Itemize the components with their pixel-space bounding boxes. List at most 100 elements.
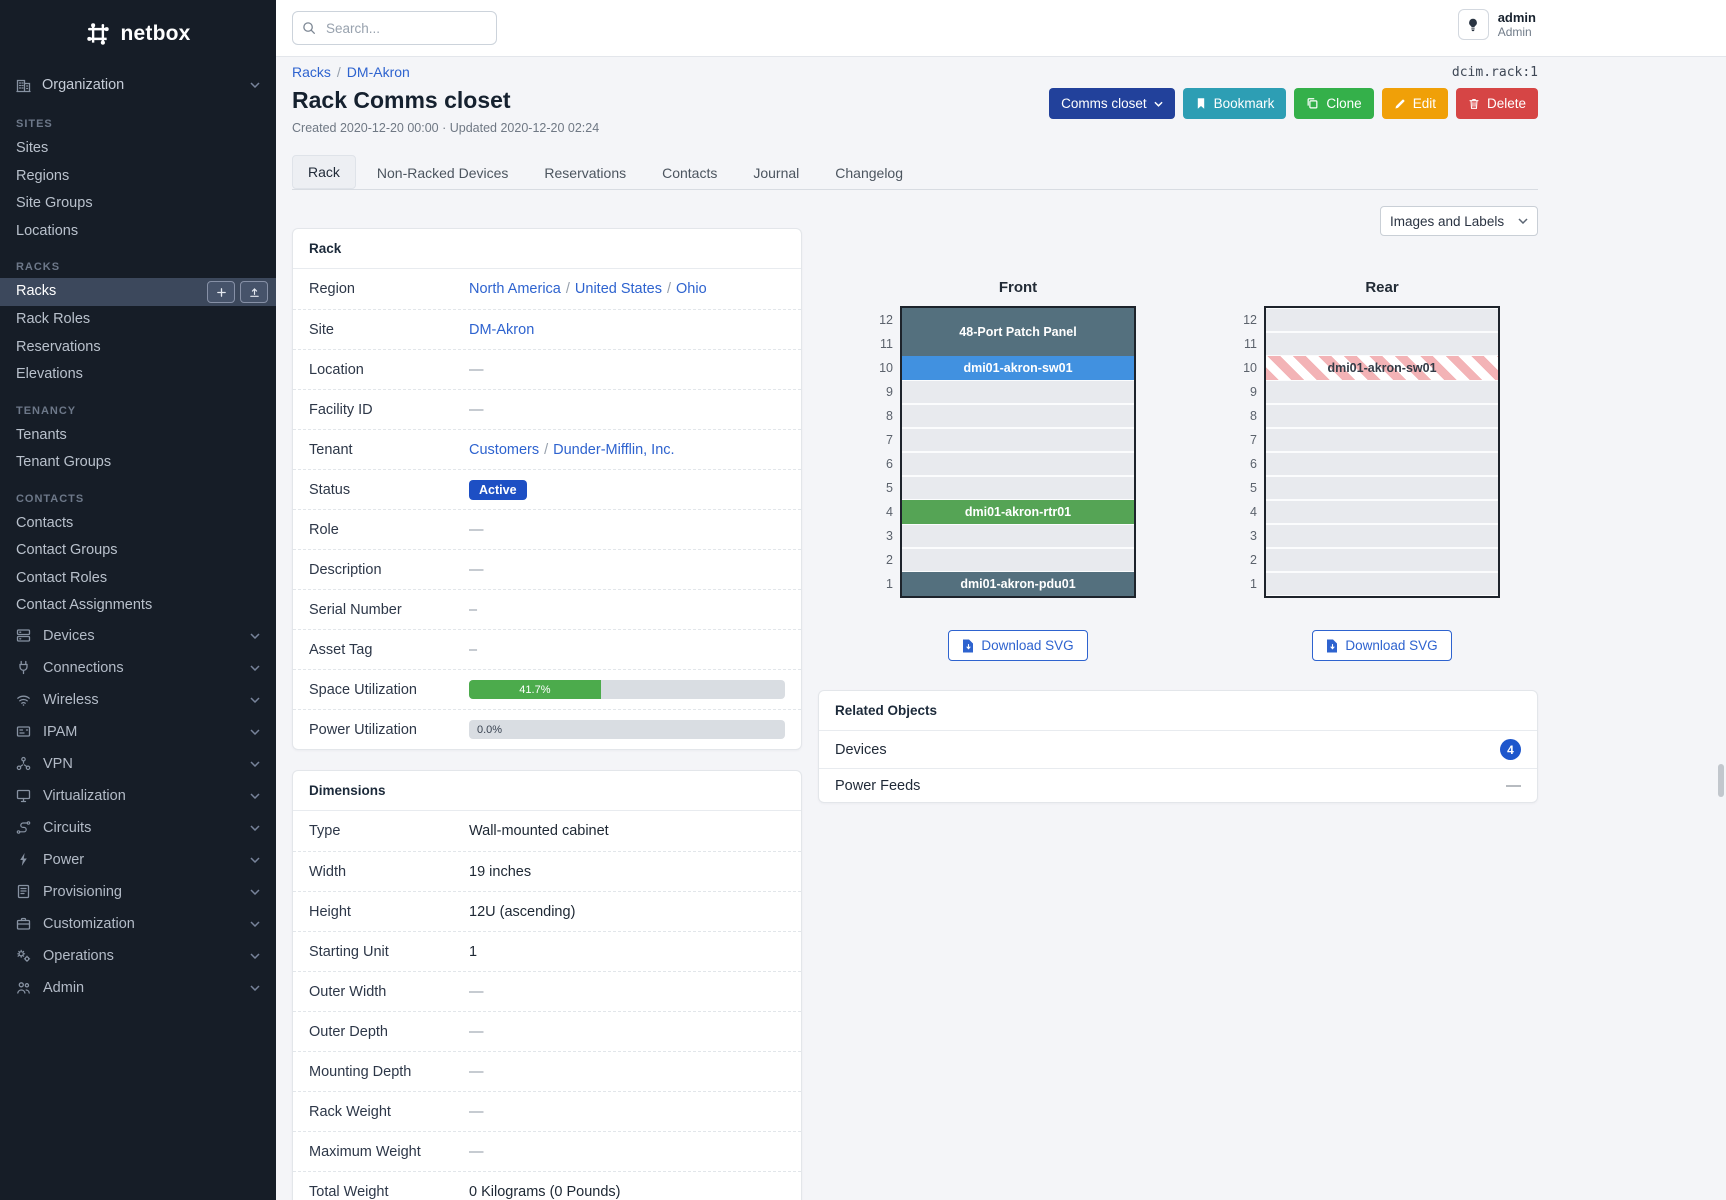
rack-unit-empty[interactable] <box>902 476 1134 500</box>
search-input[interactable] <box>292 11 497 45</box>
download-svg-rear-button[interactable]: Download SVG <box>1312 630 1452 661</box>
sidebar-item-elevations[interactable]: Elevations <box>16 366 83 382</box>
region-link[interactable]: United States <box>574 281 662 297</box>
sidebar-menu-connections[interactable]: Connections <box>0 652 276 684</box>
rack-unit-empty[interactable] <box>1266 548 1498 572</box>
rack-unit-empty[interactable] <box>902 428 1134 452</box>
row-label: Total Weight <box>309 1183 389 1200</box>
tab-journal[interactable]: Journal <box>753 165 800 181</box>
rack-row-region: Region North America / United States / Ohio <box>293 269 801 309</box>
sidebar-item-reservations[interactable]: Reservations <box>16 338 101 355</box>
breadcrumb-separator: / <box>336 64 341 80</box>
chevron-down-icon <box>1154 101 1163 107</box>
site-link[interactable]: DM-Akron <box>469 321 535 338</box>
rack-unit-empty[interactable] <box>1266 308 1498 332</box>
device-pdu[interactable]: dmi01-akron-pdu01 <box>902 572 1134 596</box>
dimensions-panel-title: Dimensions <box>293 771 801 811</box>
user-menu[interactable]: admin Admin <box>1457 9 1536 40</box>
breadcrumb-racks-link[interactable]: Racks <box>292 64 331 80</box>
region-link[interactable]: North America <box>469 281 561 297</box>
sidebar-section-title: SITES <box>16 118 53 130</box>
tab-changelog[interactable]: Changelog <box>835 165 904 181</box>
rack-name-dropdown-button[interactable]: Comms closet <box>1049 88 1175 119</box>
rack-unit-empty[interactable] <box>902 524 1134 548</box>
edit-button[interactable]: Edit <box>1381 88 1448 119</box>
rack-unit-empty[interactable] <box>902 452 1134 476</box>
delete-button[interactable]: Delete <box>1455 88 1538 119</box>
related-row-label: Devices <box>835 741 887 758</box>
device-switch[interactable]: dmi01-akron-sw01 <box>902 356 1134 380</box>
rack-unit-empty[interactable] <box>1266 428 1498 452</box>
sidebar-menu-devices[interactable]: Devices <box>0 620 276 652</box>
sidebar-item-regions[interactable]: Regions <box>16 167 70 184</box>
sidebar-menu-ipam[interactable]: IPAM <box>0 716 276 748</box>
sidebar-menu-wireless[interactable]: Wireless <box>0 684 276 716</box>
lightbulb-icon[interactable] <box>1457 9 1489 40</box>
tab-contacts[interactable]: Contacts <box>662 165 718 181</box>
netbox-logo[interactable]: netbox <box>0 8 276 60</box>
sidebar-item-contact-groups[interactable]: Contact Groups <box>16 542 118 558</box>
rack-row-asset-tag: Asset Tag – <box>293 629 801 669</box>
rack-unit-empty[interactable] <box>1266 380 1498 404</box>
related-devices-row[interactable]: Devices 4 <box>819 731 1537 768</box>
add-button[interactable] <box>207 281 235 303</box>
sidebar-menu-provisioning[interactable]: Provisioning <box>0 876 276 908</box>
clone-button[interactable]: Clone <box>1294 88 1374 119</box>
sidebar-menu-label: VPN <box>43 755 73 772</box>
row-value: — <box>469 561 484 578</box>
dimensions-row-rack-weight: Rack Weight — <box>293 1091 801 1131</box>
device-router[interactable]: dmi01-akron-rtr01 <box>902 500 1134 524</box>
row-label: Site <box>309 321 334 338</box>
rack-unit-empty[interactable] <box>1266 476 1498 500</box>
tab-non-racked-devices[interactable]: Non-Racked Devices <box>376 165 509 181</box>
document-icon <box>16 884 31 899</box>
sidebar-menu-virtualization[interactable]: Virtualization <box>0 780 276 812</box>
bookmark-button[interactable]: Bookmark <box>1182 88 1287 119</box>
sidebar-item-racks[interactable]: Racks <box>0 278 276 306</box>
region-link[interactable]: Ohio <box>676 281 707 297</box>
sidebar-item-site-groups[interactable]: Site Groups <box>16 195 93 211</box>
row-label: Mounting Depth <box>309 1063 412 1080</box>
device-patch-panel[interactable]: 48-Port Patch Panel <box>902 308 1134 356</box>
rack-unit-empty[interactable] <box>1266 332 1498 356</box>
rack-unit-empty[interactable] <box>1266 572 1498 596</box>
sidebar-item-contacts[interactable]: Contacts <box>16 514 74 531</box>
sidebar-item-tenants[interactable]: Tenants <box>16 426 67 443</box>
view-select[interactable]: Images and Labels <box>1380 206 1538 236</box>
tab-rack[interactable]: Rack <box>292 155 356 189</box>
row-value: — <box>469 1023 484 1040</box>
tab-reservations[interactable]: Reservations <box>544 165 627 181</box>
rack-unit-empty[interactable] <box>1266 404 1498 428</box>
rack-unit-empty[interactable] <box>902 380 1134 404</box>
rack-unit-empty[interactable] <box>902 548 1134 572</box>
tenant-link[interactable]: Dunder-Mifflin, Inc. <box>553 441 675 458</box>
sidebar-item-sites[interactable]: Sites <box>16 140 49 156</box>
sidebar-menu-admin[interactable]: Admin <box>0 972 276 1004</box>
sidebar-item-contact-roles[interactable]: Contact Roles <box>16 569 108 586</box>
import-button[interactable] <box>240 281 268 303</box>
rack-unit-empty[interactable] <box>1266 452 1498 476</box>
rear-rack-frame: dmi01-akron-sw01 <box>1264 306 1500 598</box>
tenant-group-link[interactable]: Customers <box>469 441 540 458</box>
rack-row-role: Role — <box>293 509 801 549</box>
row-value: – <box>469 641 478 658</box>
breadcrumb-site-link[interactable]: DM-Akron <box>346 64 410 80</box>
monitor-icon <box>16 788 31 803</box>
related-power-feeds-row[interactable]: Power Feeds — <box>819 768 1537 802</box>
download-svg-front-button[interactable]: Download SVG <box>948 630 1088 661</box>
device-switch-rear-ghost[interactable]: dmi01-akron-sw01 <box>1266 356 1498 380</box>
sidebar-menu-customization[interactable]: Customization <box>0 908 276 940</box>
sidebar-menu-circuits[interactable]: Circuits <box>0 812 276 844</box>
rack-unit-empty[interactable] <box>902 404 1134 428</box>
sidebar-menu-vpn[interactable]: VPN <box>0 748 276 780</box>
sidebar-item-tenant-groups[interactable]: Tenant Groups <box>16 454 112 470</box>
sidebar-item-contact-assignments[interactable]: Contact Assignments <box>16 597 153 613</box>
sidebar-item-locations[interactable]: Locations <box>16 222 79 239</box>
scrollbar-thumb[interactable] <box>1718 764 1724 797</box>
sidebar-menu-power[interactable]: Power <box>0 844 276 876</box>
sidebar-menu-operations[interactable]: Operations <box>0 940 276 972</box>
rack-unit-empty[interactable] <box>1266 500 1498 524</box>
sidebar-menu-organization[interactable]: Organization <box>0 68 276 102</box>
rack-unit-empty[interactable] <box>1266 524 1498 548</box>
sidebar-item-rack-roles[interactable]: Rack Roles <box>16 311 91 327</box>
